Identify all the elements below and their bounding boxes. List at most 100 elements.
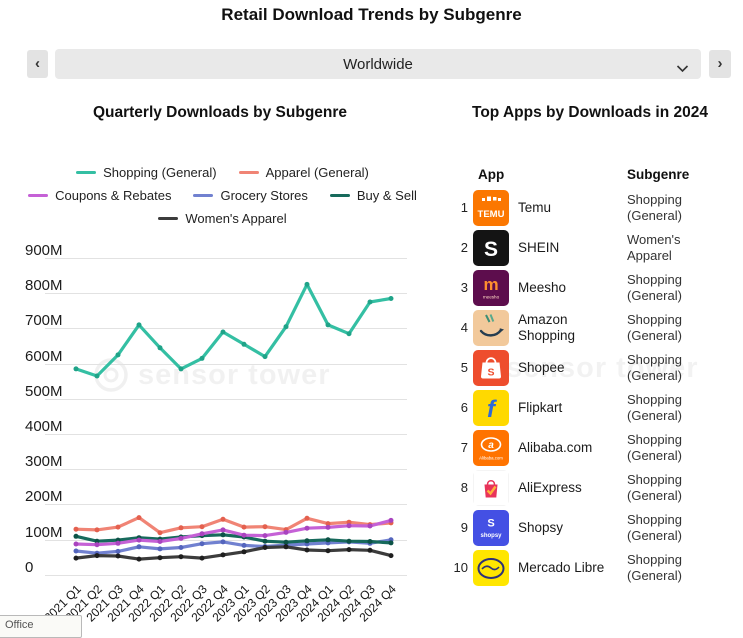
legend-label: Grocery Stores	[220, 188, 308, 203]
data-point	[73, 533, 79, 539]
legend-swatch-icon	[158, 216, 179, 221]
data-point	[346, 523, 352, 529]
data-point	[346, 547, 352, 553]
app-name: Shopee	[518, 359, 565, 375]
data-point	[220, 532, 226, 538]
trend-chart-plot	[58, 250, 408, 587]
svg-text:m: m	[483, 275, 498, 294]
app-icon-amazon	[473, 310, 509, 346]
gridline	[45, 293, 407, 294]
data-point	[325, 548, 331, 554]
y-axis-tick-label: 700M	[25, 312, 63, 329]
data-point	[199, 524, 205, 530]
y-axis-tick-label: 300M	[25, 453, 63, 470]
data-point	[94, 553, 100, 559]
rank-cell: 2	[460, 240, 468, 255]
legend-item-women-s-apparel[interactable]: Women's Apparel	[158, 210, 287, 227]
data-point	[283, 529, 289, 535]
app-name: AliExpress	[518, 479, 582, 495]
data-point	[94, 373, 100, 379]
legend-item-shopping-general-[interactable]: Shopping (General)	[76, 164, 217, 181]
app-name: SHEIN	[518, 239, 560, 255]
left-chart-title: Quarterly Downloads by Subgenre	[92, 104, 348, 121]
data-point	[388, 517, 394, 523]
series-line-4	[74, 533, 393, 545]
gridline	[45, 399, 407, 400]
subgenre-cell: Shopping (General)	[627, 191, 682, 223]
y-axis-tick-label: 0	[25, 559, 34, 576]
data-point	[241, 532, 247, 538]
gridline	[45, 258, 407, 259]
data-point	[346, 519, 352, 525]
legend-swatch-icon	[28, 193, 49, 198]
data-point	[367, 539, 373, 544]
region-dropdown[interactable]: Worldwide	[55, 49, 701, 79]
chevron-down-icon	[676, 60, 689, 78]
gridline	[45, 364, 407, 365]
svg-text:f: f	[487, 396, 497, 423]
rank-cell: 9	[460, 520, 468, 535]
data-point	[73, 541, 79, 547]
series-line-5	[74, 545, 393, 561]
data-point	[325, 322, 331, 328]
svg-text:a: a	[488, 440, 494, 451]
app-name: Alibaba.com	[518, 439, 593, 455]
prev-region-button[interactable]: ‹	[27, 50, 48, 78]
svg-text:shopsy: shopsy	[480, 533, 502, 539]
legend-item-apparel-general-[interactable]: Apparel (General)	[238, 164, 369, 181]
next-region-button[interactable]: ›	[709, 50, 731, 78]
rank-cell: 10	[453, 560, 468, 575]
data-point	[178, 366, 184, 372]
data-point	[346, 331, 352, 337]
y-axis-tick-label: 400M	[25, 418, 63, 435]
legend-item-grocery-stores[interactable]: Grocery Stores	[193, 187, 308, 204]
page-title: Retail Download Trends by Subgenre	[221, 5, 522, 24]
data-point	[136, 322, 142, 328]
data-point	[304, 538, 310, 544]
gridline	[45, 540, 407, 541]
partial-window-label[interactable]: Office	[0, 615, 82, 638]
app-icon-meesho: m meesho	[473, 270, 509, 306]
data-point	[199, 555, 205, 561]
legend-label: Shopping (General)	[103, 165, 217, 180]
legend-label: Apparel (General)	[265, 165, 369, 180]
legend-label: Women's Apparel	[185, 211, 287, 226]
legend-item-buy-sell[interactable]: Buy & Sell	[329, 187, 417, 204]
subgenre-cell: Shopping (General)	[627, 551, 682, 583]
data-point	[220, 527, 226, 533]
data-point	[136, 515, 142, 521]
rank-cell: 7	[460, 440, 468, 455]
data-point	[283, 324, 289, 330]
app-icon-temu: TEMU	[473, 190, 509, 226]
app-name: Shopsy	[518, 519, 564, 535]
legend-item-coupons-rebates[interactable]: Coupons & Rebates	[28, 187, 171, 204]
subgenre-cell: Shopping (General)	[627, 431, 682, 463]
subgenre-cell: Shopping (General)	[627, 391, 682, 423]
data-point	[115, 548, 121, 554]
data-point	[325, 521, 331, 527]
data-point	[304, 525, 310, 531]
series-line-0	[74, 282, 393, 378]
y-axis-tick-label: 100M	[25, 524, 63, 541]
data-point	[283, 544, 289, 550]
data-point	[262, 533, 268, 539]
svg-text:S: S	[484, 238, 498, 261]
chart-legend: Shopping (General) Apparel (General) Coupo…	[5, 164, 440, 233]
app-icon-alibaba: a Alibaba.com	[473, 430, 509, 466]
data-point	[304, 515, 310, 521]
gridline	[45, 504, 407, 505]
legend-label: Buy & Sell	[356, 188, 417, 203]
app-icon-shopee: S	[473, 350, 509, 386]
data-point	[262, 354, 268, 360]
data-point	[262, 545, 268, 550]
gridline	[45, 575, 407, 576]
data-point	[136, 544, 142, 550]
data-point	[388, 296, 394, 301]
legend-label: Coupons & Rebates	[55, 188, 172, 203]
series-line-2	[74, 518, 393, 547]
data-point	[157, 546, 163, 552]
data-point	[157, 345, 163, 351]
app-name: Temu	[518, 199, 552, 215]
svg-text:S: S	[487, 367, 494, 379]
legend-swatch-icon	[76, 170, 97, 175]
